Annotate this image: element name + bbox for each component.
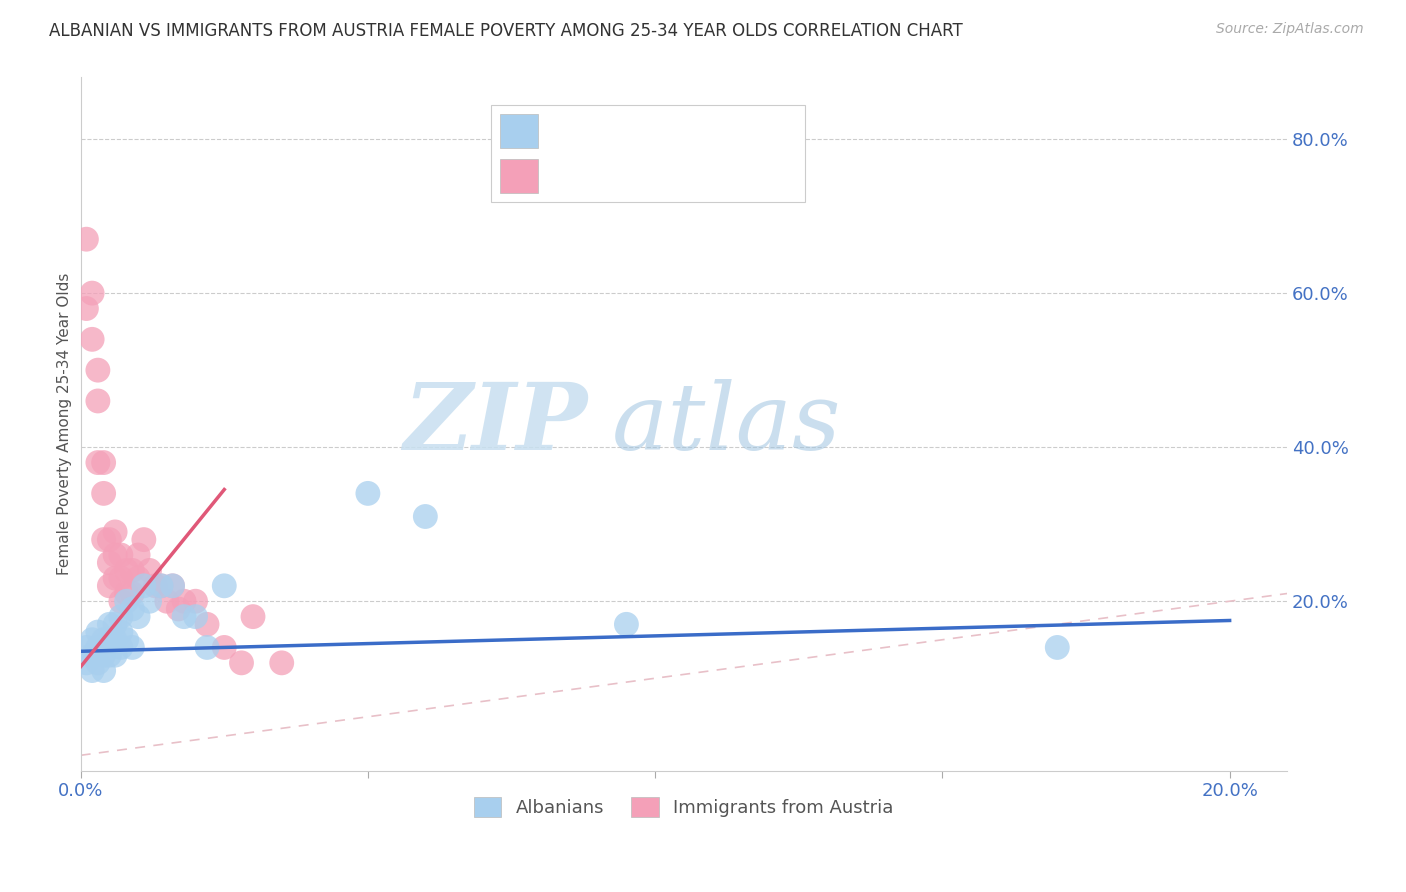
Point — [121, 586, 143, 600]
Point — [104, 524, 127, 539]
Y-axis label: Female Poverty Among 25-34 Year Olds: Female Poverty Among 25-34 Year Olds — [58, 273, 72, 575]
Point — [167, 602, 190, 616]
Text: ALBANIAN VS IMMIGRANTS FROM AUSTRIA FEMALE POVERTY AMONG 25-34 YEAR OLDS CORRELA: ALBANIAN VS IMMIGRANTS FROM AUSTRIA FEMA… — [49, 22, 963, 40]
Point — [184, 594, 207, 608]
Point — [115, 563, 138, 577]
Point — [195, 617, 218, 632]
Legend: Albanians, Immigrants from Austria: Albanians, Immigrants from Austria — [467, 789, 901, 824]
Point — [110, 625, 132, 640]
Point — [115, 594, 138, 608]
Point — [115, 586, 138, 600]
Point — [121, 602, 143, 616]
Point — [93, 632, 115, 647]
Point — [156, 594, 179, 608]
Point — [616, 617, 638, 632]
Point — [98, 556, 121, 570]
Point — [98, 579, 121, 593]
Point — [93, 456, 115, 470]
Point — [231, 656, 253, 670]
Point — [87, 394, 110, 409]
Point — [214, 640, 236, 655]
Point — [98, 617, 121, 632]
Point — [104, 648, 127, 662]
Point — [270, 656, 292, 670]
Point — [82, 632, 104, 647]
Point — [110, 609, 132, 624]
Point — [150, 579, 173, 593]
Point — [82, 664, 104, 678]
Point — [75, 656, 97, 670]
Point — [132, 533, 155, 547]
Point — [127, 548, 149, 562]
Point — [93, 648, 115, 662]
Point — [104, 617, 127, 632]
Point — [104, 571, 127, 585]
Point — [162, 579, 184, 593]
Point — [82, 286, 104, 301]
Point — [121, 640, 143, 655]
Point — [98, 648, 121, 662]
Point — [127, 609, 149, 624]
Point — [75, 301, 97, 316]
Point — [121, 563, 143, 577]
Point — [357, 486, 380, 500]
Point — [82, 648, 104, 662]
Point — [162, 579, 184, 593]
Point — [110, 594, 132, 608]
Point — [110, 571, 132, 585]
Point — [242, 609, 264, 624]
Point — [93, 486, 115, 500]
Point — [87, 625, 110, 640]
Point — [195, 640, 218, 655]
Point — [104, 632, 127, 647]
Point — [214, 579, 236, 593]
Point — [138, 563, 160, 577]
Point — [93, 533, 115, 547]
Point — [104, 548, 127, 562]
Point — [87, 456, 110, 470]
Point — [93, 664, 115, 678]
Point — [87, 656, 110, 670]
Point — [98, 533, 121, 547]
Point — [173, 609, 195, 624]
Point — [110, 548, 132, 562]
Point — [82, 332, 104, 346]
Point — [138, 594, 160, 608]
Point — [110, 640, 132, 655]
Text: ZIP: ZIP — [404, 379, 588, 469]
Point — [75, 640, 97, 655]
Point — [415, 509, 437, 524]
Point — [87, 640, 110, 655]
Point — [98, 632, 121, 647]
Point — [1046, 640, 1069, 655]
Point — [87, 363, 110, 377]
Point — [127, 571, 149, 585]
Point — [132, 579, 155, 593]
Text: Source: ZipAtlas.com: Source: ZipAtlas.com — [1216, 22, 1364, 37]
Text: atlas: atlas — [612, 379, 841, 469]
Point — [173, 594, 195, 608]
Point — [150, 579, 173, 593]
Point — [75, 232, 97, 246]
Point — [115, 632, 138, 647]
Point — [143, 579, 166, 593]
Point — [184, 609, 207, 624]
